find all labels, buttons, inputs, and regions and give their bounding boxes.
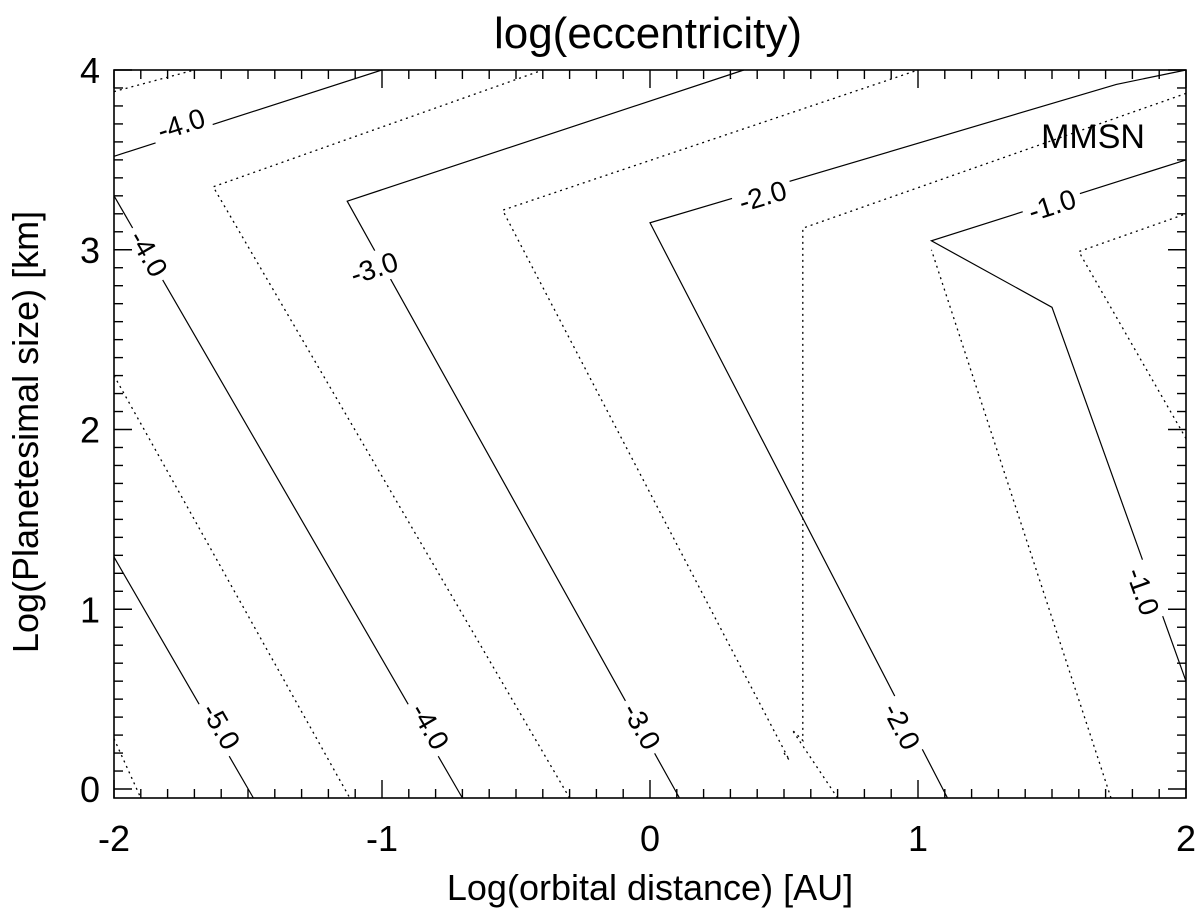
contour-line-solid <box>649 69 1187 799</box>
y-axis-title: Log(Planetesimal size) [km] <box>5 211 46 653</box>
contour-line-dotted <box>501 69 919 761</box>
contour-label-background <box>1117 557 1169 625</box>
chart-title: log(eccentricity) <box>494 9 802 58</box>
contour-line-dotted <box>113 69 195 93</box>
contour-label-background <box>147 99 215 149</box>
contour-label-background <box>192 692 251 761</box>
contour-line-dotted <box>113 738 142 799</box>
contour-line-solid <box>113 195 463 799</box>
contour-label: -1.0 <box>1024 183 1079 227</box>
contour-line-solid <box>346 69 744 799</box>
contour-label: -1.0 <box>1120 564 1165 620</box>
x-tick-label: 1 <box>908 818 928 859</box>
contour-labels: -5.0-4.0-4.0-4.0-3.0-3.0 -2.0-2.0-1.0-1.0 <box>119 99 1169 761</box>
contour-label: -4.0 <box>153 102 208 146</box>
mmsn-annotation: MMSN <box>1041 118 1145 156</box>
contour-line-solid <box>113 69 383 157</box>
contour-line-solid <box>113 556 254 799</box>
contour-line-dotted <box>930 249 1112 799</box>
contour-label-background <box>119 219 178 288</box>
contour-label-background <box>340 243 408 293</box>
x-tick-label: 2 <box>1176 818 1196 859</box>
contour-label-background <box>729 171 796 220</box>
contour-label-background <box>873 692 930 761</box>
y-tick-label: 1 <box>80 589 100 630</box>
y-tick-label: 0 <box>80 769 100 810</box>
x-tick-label: -2 <box>98 818 130 859</box>
y-tick-label: 4 <box>80 50 100 91</box>
contour-label-background <box>401 692 460 761</box>
y-tick-label: 2 <box>80 410 100 451</box>
tick-labels: -2 -1 0 1 2 0 1 2 3 4 <box>80 50 1196 859</box>
contour-line-dotted <box>791 92 1187 799</box>
x-axis-title: Log(orbital distance) [AU] <box>447 867 853 908</box>
contour-line-dotted <box>113 375 351 799</box>
plot-frame <box>113 69 1187 799</box>
x-tick-label: -1 <box>366 818 398 859</box>
contour-label: -2.0 <box>735 175 790 218</box>
contour-lines <box>113 69 1187 799</box>
contour-line-dotted <box>212 69 571 799</box>
axis-ticks <box>113 69 1187 798</box>
contour-line-dotted <box>1077 213 1187 439</box>
y-tick-label: 3 <box>80 230 100 271</box>
contour-label-background <box>1018 180 1086 230</box>
contour-label-background <box>613 692 671 761</box>
x-tick-label: 0 <box>640 818 660 859</box>
